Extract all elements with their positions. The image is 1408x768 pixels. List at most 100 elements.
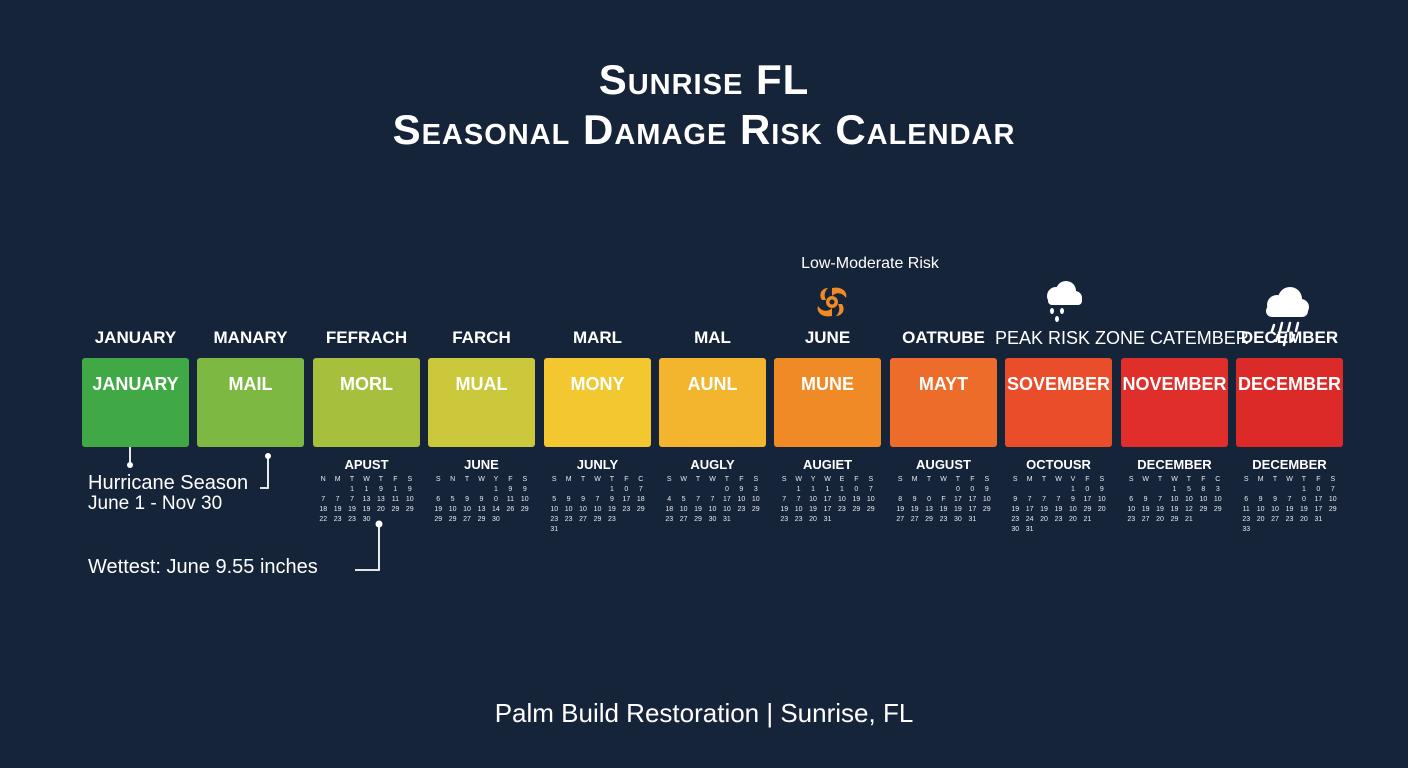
mini-calendar: DECEMBER S M T W T F S 1 0 7 6 9 9 7 0 17 10 11 10 10 19 19 17 2…	[1236, 457, 1343, 535]
week-row: 23 23 20 31	[774, 515, 881, 525]
day-cell	[1022, 485, 1036, 495]
day-cell: Y	[493, 476, 499, 483]
day-cell: 17	[968, 506, 977, 513]
day-cell: E	[839, 476, 845, 483]
day-cell: 19	[1300, 506, 1308, 513]
day-cell: 19	[1054, 506, 1063, 513]
week-row: 7 7 7 13 13 11 10	[313, 495, 420, 505]
day-cell: 23	[1242, 516, 1251, 523]
day-cell: 29	[1083, 506, 1092, 513]
week-row: 7 7 10 17 10 19 10	[774, 495, 881, 505]
day-cell: 9	[465, 496, 470, 503]
day-cell: 23	[838, 506, 846, 513]
day-cell: F	[941, 496, 946, 503]
day-cell: 9	[1273, 496, 1278, 503]
day-cell: 31	[1025, 526, 1034, 533]
day-cell: 7	[1056, 496, 1061, 503]
day-cell: 19	[910, 506, 919, 513]
day-cell: 18	[319, 506, 328, 513]
day-cell: 26	[506, 506, 515, 513]
month-tile: MUAL	[428, 358, 535, 447]
day-cell: 10	[463, 506, 471, 513]
day-cell: 9	[609, 496, 614, 503]
day-cell: 9	[1258, 496, 1263, 503]
day-cell: 21	[1083, 516, 1092, 523]
month-top-label: PEAK RISK ZONE CATEMBER	[995, 328, 1249, 348]
mini-calendar-title: AUGLY	[690, 457, 735, 472]
day-cell	[1066, 525, 1080, 535]
day-cell: 7	[1027, 496, 1032, 503]
day-cell	[662, 485, 676, 495]
week-row: 23 23 27 29 23	[544, 515, 651, 525]
week-row: 23 27 20 29 21	[1121, 515, 1228, 525]
day-cell: 13	[477, 506, 486, 513]
day-cell	[1124, 485, 1138, 495]
day-cell: 10	[679, 506, 688, 513]
mini-calendar-title: AUGUST	[916, 457, 971, 472]
day-cell: 1	[796, 486, 801, 493]
day-cell: T	[1186, 476, 1192, 483]
day-cell: W	[594, 476, 601, 483]
day-cell	[1037, 525, 1051, 535]
day-cell: 20	[1256, 516, 1265, 523]
day-cell: 20	[1097, 506, 1106, 513]
day-cell: 9	[1013, 496, 1018, 503]
day-cell	[1153, 485, 1167, 495]
day-cell: 19	[362, 506, 371, 513]
day-cell	[835, 515, 849, 525]
day-cell: 12	[1185, 506, 1193, 513]
day-cell: 10	[1185, 496, 1193, 503]
day-cell: 7	[1330, 486, 1335, 493]
day-cell	[1297, 525, 1311, 535]
day-cell: C	[1215, 476, 1221, 483]
week-row: 29 29 27 29 30	[428, 515, 535, 525]
hurricane-season-label: Hurricane Season	[88, 472, 249, 494]
day-cell	[1268, 485, 1282, 495]
day-cell: W	[363, 476, 370, 483]
day-cell: 10	[708, 506, 717, 513]
day-cell: 13	[925, 506, 933, 513]
day-cell: 18	[636, 496, 645, 503]
day-cell: 23	[1054, 516, 1063, 523]
day-cell: 20	[809, 516, 817, 523]
day-cell	[777, 485, 791, 495]
day-cell	[576, 525, 590, 535]
day-cell: C	[638, 476, 644, 483]
day-cell: 31	[823, 516, 832, 523]
day-cell: 1	[811, 486, 816, 493]
day-cell: 30	[708, 516, 717, 523]
day-cell: 1	[1301, 486, 1306, 493]
day-cell	[561, 525, 575, 535]
day-cell: F	[508, 476, 513, 483]
day-cell: 10	[737, 496, 746, 503]
mini-calendar: OCTOUSR S M T W V F S 1 0 9 9 7 7 7 9 17 10 19 17 19 19 10 29 20…	[1005, 457, 1112, 535]
day-cell	[561, 485, 575, 495]
day-cell: W	[824, 476, 831, 483]
day-cell: S	[1099, 476, 1105, 483]
day-cell: 19	[608, 506, 616, 513]
day-cell: 19	[1011, 506, 1020, 513]
day-cell: 9	[522, 486, 527, 493]
day-cell: 20	[1069, 516, 1077, 523]
day-cell: 23	[737, 506, 746, 513]
day-cell: 20	[1300, 516, 1308, 523]
day-cell: 19	[954, 506, 962, 513]
day-cell: 7	[638, 486, 643, 493]
day-cell	[474, 485, 488, 495]
week-row: 23 24 20 23 20 21	[1005, 515, 1112, 525]
week-row: 6 5 9 9 0 11 10	[428, 495, 535, 505]
day-cell: 17	[1314, 496, 1323, 503]
day-cell: 8	[1201, 486, 1206, 493]
day-cell: V	[1070, 476, 1076, 483]
day-cell: 19	[694, 506, 702, 513]
month-top-label: OATRUBE	[902, 328, 985, 347]
week-row: 27 27 29 23 30 31	[890, 515, 997, 525]
day-cell: 5	[552, 496, 557, 503]
hurricane-icon	[817, 287, 847, 317]
day-cell: 17	[823, 496, 832, 503]
day-cell: 33	[1242, 526, 1251, 533]
month-tile: AUNL	[659, 358, 766, 447]
day-cell: 10	[1256, 506, 1265, 513]
